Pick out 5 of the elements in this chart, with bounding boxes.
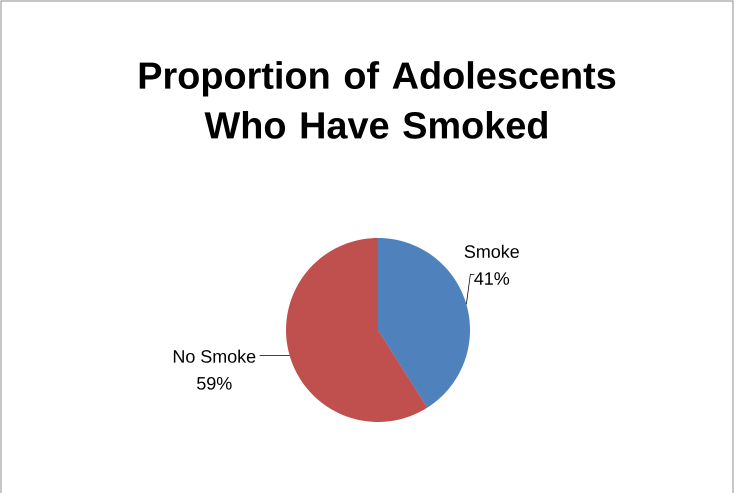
slice-label: No Smoke: [174, 350, 256, 363]
data-label: 41%: [474, 272, 510, 285]
chart-title: Proportion of Adolescents Who Have Smoked: [140, 61, 616, 139]
data-label: 59%: [197, 376, 232, 390]
slice-label: Smoke: [464, 244, 519, 258]
